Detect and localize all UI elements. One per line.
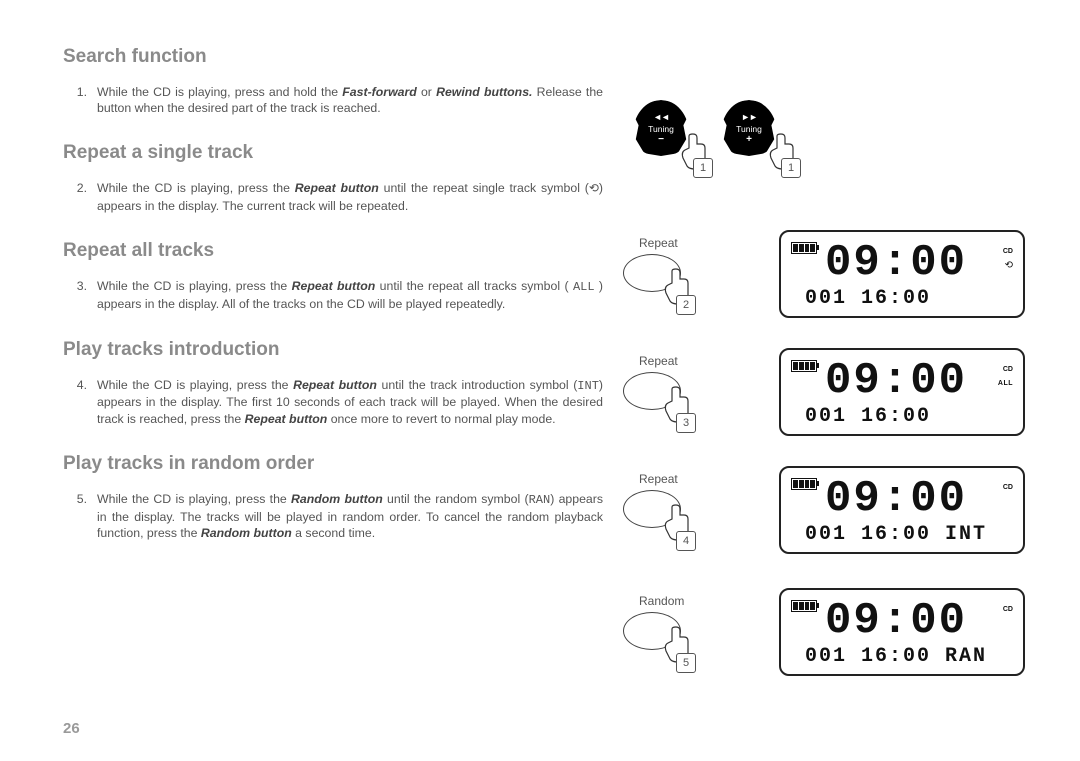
- step-number-badge: 2: [676, 295, 696, 315]
- text: While the CD is playing, press the: [97, 492, 291, 506]
- item-number: 2.: [63, 180, 87, 196]
- repeat-single-icon: ⟲: [1005, 260, 1013, 271]
- button-label: Repeat: [639, 236, 681, 250]
- heading-search: Search function: [63, 46, 603, 68]
- step-number-badge: 1: [781, 158, 801, 178]
- battery-icon: [791, 600, 817, 612]
- symbol: ALL: [573, 280, 595, 294]
- tuning-plus-illustration: ►► Tuning + 1: [721, 100, 791, 166]
- text: until the random symbol (: [383, 492, 529, 506]
- heading-random: Play tracks in random order: [63, 453, 603, 475]
- lcd-display-3: 09:00 CD ALL 001 16:00: [779, 348, 1025, 436]
- random-button-icon: 5: [623, 612, 681, 650]
- text: until the track introduction symbol (: [377, 378, 577, 392]
- battery-icon: [791, 360, 817, 372]
- symbol: RAN: [529, 493, 551, 507]
- list-item: 4. While the CD is playing, press the Re…: [97, 377, 603, 427]
- step-number-badge: 3: [676, 413, 696, 433]
- heading-repeat-all: Repeat all tracks: [63, 240, 603, 262]
- lcd-bottom-row: 001 16:00 RAN: [805, 645, 987, 668]
- press-repeat-4: Repeat 4: [623, 472, 681, 528]
- item-number: 3.: [63, 278, 87, 294]
- text: While the CD is playing, press the: [97, 279, 292, 293]
- lcd-display-4: 09:00 CD 001 16:00 INT: [779, 466, 1025, 554]
- lcd-display-5: 09:00 CD 001 16:00 RAN: [779, 588, 1025, 676]
- text: While the CD is playing, press and hold …: [97, 85, 342, 99]
- repeat-button-icon: 2: [623, 254, 681, 292]
- bold-text: Random button: [291, 492, 383, 506]
- bold-text: Repeat button: [293, 378, 377, 392]
- press-repeat-2: Repeat 2: [623, 236, 681, 292]
- lcd-time: 09:00: [825, 356, 967, 406]
- press-repeat-3: Repeat 3: [623, 354, 681, 410]
- lcd-display-2: 09:00 CD ⟲ 001 16:00: [779, 230, 1025, 318]
- symbol: INT: [577, 379, 599, 393]
- cd-indicator: CD: [1003, 366, 1013, 373]
- list-item: 1. While the CD is playing, press and ho…: [97, 84, 603, 116]
- lcd-time: 09:00: [825, 474, 967, 524]
- button-label: Repeat: [639, 354, 681, 368]
- list-item: 2. While the CD is playing, press the Re…: [97, 180, 603, 214]
- bold-text: Repeat button: [245, 412, 328, 426]
- battery-icon: [791, 478, 817, 490]
- cd-indicator: CD: [1003, 484, 1013, 491]
- item-number: 4.: [63, 377, 87, 393]
- list-item: 5. While the CD is playing, press the Ra…: [97, 491, 603, 541]
- list-search: 1. While the CD is playing, press and ho…: [63, 84, 603, 116]
- bold-text: Random button: [201, 526, 292, 540]
- item-number: 1.: [63, 84, 87, 100]
- minus-icon: −: [658, 134, 664, 145]
- text: While the CD is playing, press the: [97, 378, 293, 392]
- heading-repeat-single: Repeat a single track: [63, 142, 603, 164]
- text: a second time.: [292, 526, 375, 540]
- text: or: [417, 85, 436, 99]
- battery-icon: [791, 242, 817, 254]
- step-number-badge: 4: [676, 531, 696, 551]
- lcd-time: 09:00: [825, 238, 967, 288]
- plus-icon: +: [746, 134, 752, 145]
- text: once more to revert to normal play mode.: [327, 412, 555, 426]
- bold-text: Fast-forward: [342, 85, 416, 99]
- page-number: 26: [63, 720, 80, 737]
- bold-text: Repeat button: [295, 181, 379, 195]
- left-column: Search function 1. While the CD is playi…: [63, 46, 623, 741]
- list-random: 5. While the CD is playing, press the Ra…: [63, 491, 603, 541]
- text: While the CD is playing, press the: [97, 181, 295, 195]
- list-repeat-single: 2. While the CD is playing, press the Re…: [63, 180, 603, 214]
- lcd-time: 09:00: [825, 596, 967, 646]
- list-repeat-all: 3. While the CD is playing, press the Re…: [63, 278, 603, 312]
- fastforward-icon: ►►: [741, 112, 757, 122]
- lcd-bottom-row: 001 16:00: [805, 405, 931, 428]
- lcd-bottom-row: 001 16:00 INT: [805, 523, 987, 546]
- bold-text: Rewind buttons.: [436, 85, 532, 99]
- list-item: 3. While the CD is playing, press the Re…: [97, 278, 603, 312]
- label: Tuning: [736, 124, 762, 134]
- cd-indicator: CD: [1003, 248, 1013, 255]
- press-random-5: Random 5: [623, 594, 684, 650]
- list-intro: 4. While the CD is playing, press the Re…: [63, 377, 603, 427]
- step-number-badge: 5: [676, 653, 696, 673]
- button-label: Random: [639, 594, 684, 608]
- rewind-icon: ◄◄: [653, 112, 669, 122]
- symbol: ⟲: [589, 182, 599, 196]
- label: Tuning: [648, 124, 674, 134]
- step-number-badge: 1: [693, 158, 713, 178]
- text: until the repeat single track symbol (: [379, 181, 589, 195]
- bold-text: Repeat button: [292, 279, 376, 293]
- manual-page: Search function 1. While the CD is playi…: [0, 0, 1080, 761]
- lcd-bottom-row: 001 16:00: [805, 287, 931, 310]
- repeat-button-icon: 4: [623, 490, 681, 528]
- repeat-button-icon: 3: [623, 372, 681, 410]
- right-column: ◄◄ Tuning − 1 ►► Tuning + 1: [623, 46, 1048, 741]
- repeat-all-icon: ALL: [998, 380, 1013, 387]
- heading-intro: Play tracks introduction: [63, 339, 603, 361]
- tuning-minus-illustration: ◄◄ Tuning − 1: [633, 100, 703, 166]
- item-number: 5.: [63, 491, 87, 507]
- button-label: Repeat: [639, 472, 681, 486]
- tuning-buttons: ◄◄ Tuning − 1 ►► Tuning + 1: [633, 100, 791, 166]
- text: until the repeat all tracks symbol (: [375, 279, 573, 293]
- cd-indicator: CD: [1003, 606, 1013, 613]
